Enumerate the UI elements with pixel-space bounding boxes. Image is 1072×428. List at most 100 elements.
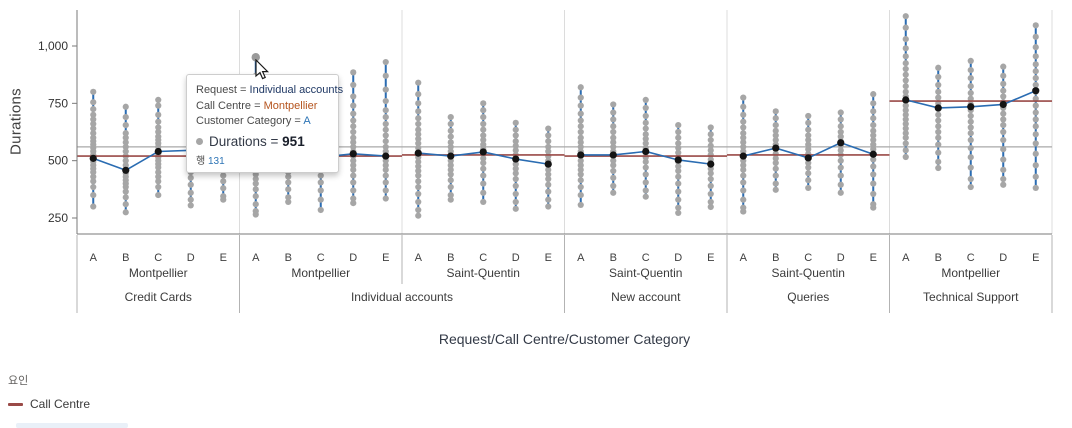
data-point[interactable] bbox=[350, 93, 357, 100]
data-point[interactable] bbox=[610, 143, 617, 151]
data-point[interactable] bbox=[967, 164, 974, 171]
mean-point[interactable] bbox=[837, 139, 845, 147]
mean-point[interactable] bbox=[609, 151, 617, 159]
data-point[interactable] bbox=[545, 148, 552, 155]
data-point[interactable] bbox=[675, 196, 682, 203]
data-point[interactable] bbox=[415, 183, 422, 191]
data-point[interactable] bbox=[967, 124, 974, 131]
data-point[interactable] bbox=[642, 158, 649, 165]
data-point[interactable] bbox=[902, 36, 909, 43]
data-point[interactable] bbox=[902, 130, 909, 137]
data-point[interactable] bbox=[902, 134, 909, 141]
data-point[interactable] bbox=[1000, 110, 1007, 117]
data-point[interactable] bbox=[1000, 93, 1007, 100]
data-point[interactable] bbox=[1032, 68, 1039, 75]
data-point[interactable] bbox=[480, 113, 487, 121]
data-point[interactable] bbox=[252, 180, 259, 187]
data-point[interactable] bbox=[122, 103, 129, 110]
mean-point[interactable] bbox=[967, 103, 975, 111]
data-point[interactable] bbox=[772, 155, 779, 162]
data-point[interactable] bbox=[415, 158, 422, 165]
data-point[interactable] bbox=[1000, 146, 1007, 153]
data-point[interactable] bbox=[967, 83, 974, 90]
data-point[interactable] bbox=[155, 102, 162, 109]
data-point[interactable] bbox=[642, 125, 649, 132]
data-point[interactable] bbox=[155, 128, 162, 136]
data-point[interactable] bbox=[155, 124, 162, 131]
data-point[interactable] bbox=[772, 159, 779, 167]
data-point[interactable] bbox=[610, 128, 617, 136]
hovered-data-point[interactable] bbox=[251, 53, 260, 62]
data-point[interactable] bbox=[642, 187, 649, 194]
data-point[interactable] bbox=[1032, 116, 1039, 123]
data-point[interactable] bbox=[350, 139, 357, 146]
data-point[interactable] bbox=[707, 136, 714, 144]
data-point[interactable] bbox=[870, 163, 877, 170]
data-point[interactable] bbox=[1032, 81, 1039, 89]
mean-point[interactable] bbox=[1032, 87, 1040, 95]
data-point[interactable] bbox=[1032, 173, 1039, 180]
data-point[interactable] bbox=[772, 180, 779, 187]
data-point[interactable] bbox=[122, 194, 129, 201]
data-point[interactable] bbox=[1032, 150, 1039, 157]
data-point[interactable] bbox=[675, 167, 682, 175]
data-point[interactable] bbox=[415, 100, 422, 107]
data-point[interactable] bbox=[1000, 136, 1007, 144]
mean-point[interactable] bbox=[642, 147, 650, 156]
data-point[interactable] bbox=[252, 175, 259, 183]
data-point[interactable] bbox=[1000, 175, 1007, 183]
data-point[interactable] bbox=[545, 181, 552, 188]
data-point[interactable] bbox=[155, 164, 162, 171]
data-point[interactable] bbox=[122, 130, 129, 137]
data-point[interactable] bbox=[870, 146, 877, 153]
data-point[interactable] bbox=[740, 130, 747, 137]
data-point[interactable] bbox=[870, 122, 877, 129]
data-point[interactable] bbox=[740, 111, 747, 118]
data-point[interactable] bbox=[382, 166, 389, 173]
data-point[interactable] bbox=[350, 157, 357, 164]
data-point[interactable] bbox=[902, 60, 909, 67]
data-point[interactable] bbox=[837, 181, 844, 188]
data-point[interactable] bbox=[967, 66, 974, 74]
data-point[interactable] bbox=[512, 170, 519, 177]
data-point[interactable] bbox=[967, 57, 974, 65]
data-point[interactable] bbox=[415, 198, 422, 206]
data-point[interactable] bbox=[740, 118, 747, 125]
data-point[interactable] bbox=[90, 105, 97, 113]
data-point[interactable] bbox=[415, 91, 422, 98]
data-point[interactable] bbox=[187, 181, 194, 188]
mean-point[interactable] bbox=[739, 152, 747, 160]
data-point[interactable] bbox=[122, 162, 129, 169]
data-point[interactable] bbox=[350, 179, 357, 186]
data-point[interactable] bbox=[870, 115, 877, 122]
mean-point[interactable] bbox=[934, 104, 942, 112]
data-point[interactable] bbox=[90, 130, 97, 137]
data-point[interactable] bbox=[447, 139, 454, 146]
data-point[interactable] bbox=[545, 166, 552, 173]
mean-point[interactable] bbox=[447, 152, 455, 160]
data-point[interactable] bbox=[870, 171, 877, 178]
data-point[interactable] bbox=[967, 75, 974, 82]
data-point[interactable] bbox=[382, 72, 389, 79]
data-point[interactable] bbox=[740, 143, 747, 151]
data-point[interactable] bbox=[740, 196, 747, 203]
mean-point[interactable] bbox=[707, 160, 715, 168]
data-point[interactable] bbox=[577, 139, 584, 146]
data-point[interactable] bbox=[675, 144, 682, 152]
data-point[interactable] bbox=[512, 161, 519, 168]
data-point[interactable] bbox=[252, 211, 259, 218]
data-point[interactable] bbox=[382, 187, 389, 194]
data-point[interactable] bbox=[480, 136, 487, 144]
data-point[interactable] bbox=[577, 191, 584, 199]
data-point[interactable] bbox=[935, 64, 942, 71]
data-point[interactable] bbox=[512, 165, 519, 172]
data-point[interactable] bbox=[610, 189, 617, 196]
data-point[interactable] bbox=[155, 111, 162, 118]
data-point[interactable] bbox=[902, 120, 909, 128]
data-point[interactable] bbox=[350, 162, 357, 169]
data-point[interactable] bbox=[772, 132, 779, 139]
data-point[interactable] bbox=[155, 96, 162, 103]
data-point[interactable] bbox=[772, 122, 779, 129]
data-point[interactable] bbox=[870, 141, 877, 148]
data-point[interactable] bbox=[122, 122, 129, 129]
